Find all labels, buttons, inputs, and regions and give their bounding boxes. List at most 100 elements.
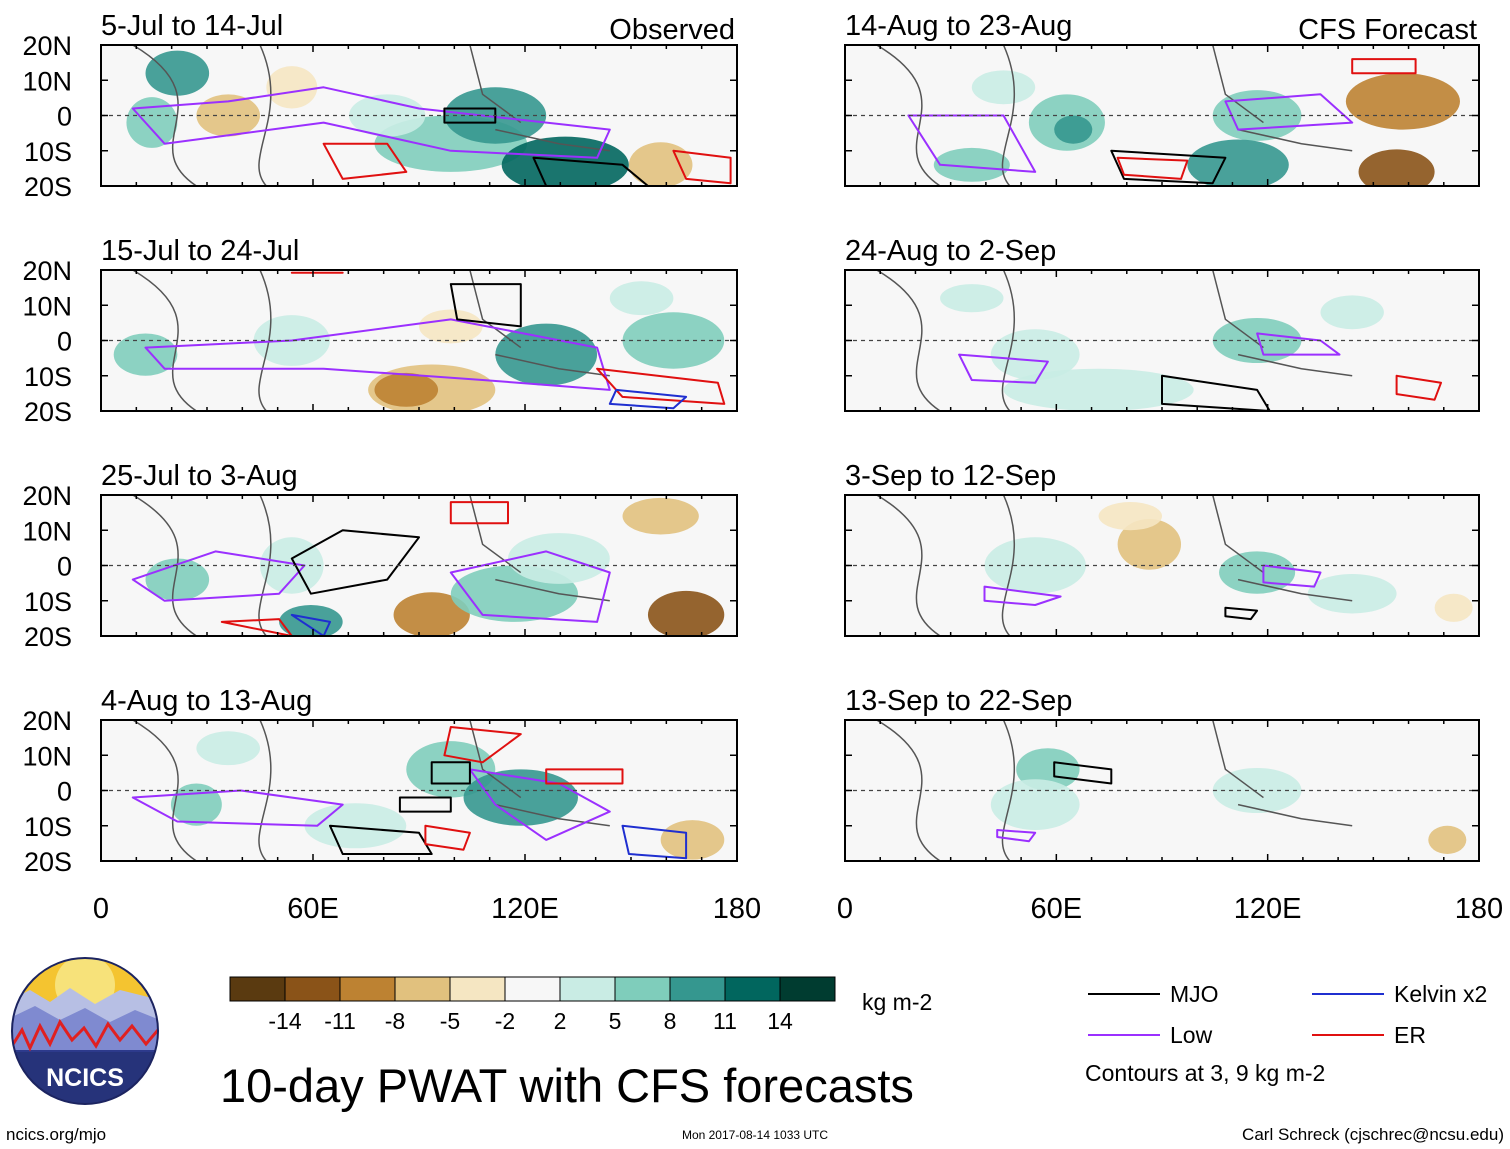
contour <box>131 789 344 827</box>
anomaly-shading <box>1358 149 1435 186</box>
contour <box>449 550 611 623</box>
anomaly-shading <box>279 604 343 636</box>
contour <box>1395 374 1442 401</box>
colorbar-tick-label: 8 <box>664 1008 677 1034</box>
contour <box>449 501 509 525</box>
coastline <box>132 720 197 861</box>
coastline <box>495 578 610 602</box>
coastline <box>1237 803 1353 827</box>
anomaly-shading <box>1219 551 1296 594</box>
coastline <box>469 270 522 349</box>
colorbar-swatch <box>229 976 286 1002</box>
coastline <box>1237 353 1353 377</box>
anomaly-shading <box>1187 139 1289 186</box>
coastline <box>132 45 197 186</box>
anomaly-shading <box>609 281 674 316</box>
contour <box>532 156 649 186</box>
anomaly-shading <box>1212 90 1302 141</box>
anomaly-shading <box>145 50 210 96</box>
panel-tag: Observed <box>609 14 735 46</box>
logo-text: NCICS <box>46 1064 124 1092</box>
anomaly-shading <box>196 94 260 137</box>
y-tick-label: 20S <box>24 847 72 877</box>
coastline <box>876 45 941 186</box>
anomaly-shading <box>1098 502 1163 531</box>
anomaly-shading <box>990 779 1080 830</box>
panel-forecast-2: 24-Aug to 2-Sep <box>844 235 1480 412</box>
coastline <box>1001 720 1015 861</box>
contour <box>983 585 1062 606</box>
contour <box>608 388 688 410</box>
anomaly-shading <box>1307 573 1397 614</box>
anomaly-shading <box>266 66 318 109</box>
y-tick-label: 10S <box>24 137 72 167</box>
contour <box>131 86 611 159</box>
panel-forecast-3: 3-Sep to 12-Sep <box>844 460 1480 637</box>
panel-forecast-4: 13-Sep to 22-Sep <box>844 685 1480 862</box>
colorbar-swatch <box>779 976 836 1002</box>
colorbar-swatch <box>614 976 671 1002</box>
ncics-logo: NCICS <box>11 957 159 1105</box>
colorbar-tick-label: 2 <box>554 1008 567 1034</box>
contour <box>958 353 1049 384</box>
anomaly-shading <box>660 820 725 860</box>
anomaly-shading <box>508 533 610 584</box>
coastline <box>258 270 272 411</box>
anomaly-shading <box>260 537 324 594</box>
colorbar-swatch <box>724 976 781 1002</box>
colorbar-tick-label: -8 <box>385 1008 405 1034</box>
anomaly-shading <box>933 147 1010 182</box>
y-tick-label: 20S <box>24 622 72 652</box>
y-tick-label: 0 <box>57 777 72 807</box>
x-tick-label: 60E <box>287 893 339 925</box>
x-tick-label: 180 <box>1455 893 1503 925</box>
panel-title: 25-Jul to 3-Aug <box>101 460 298 492</box>
anomaly-shading <box>1212 317 1302 364</box>
x-tick-label: 60E <box>1031 893 1083 925</box>
anomaly-shading <box>170 783 222 826</box>
legend-label: Kelvin x2 <box>1394 981 1487 1007</box>
main-title: 10-day PWAT with CFS forecasts <box>220 1059 914 1112</box>
colorbar-swatch <box>559 976 616 1002</box>
colorbar-tick-label: 14 <box>767 1008 793 1034</box>
colorbar-tick-label: -11 <box>324 1008 356 1034</box>
y-tick-label: 20N <box>22 31 72 61</box>
anomaly-shading <box>1428 825 1467 854</box>
contour <box>1351 58 1417 75</box>
coastline <box>469 720 522 799</box>
y-tick-label: 20S <box>24 172 72 202</box>
y-tick-label: 0 <box>57 102 72 132</box>
panel-observed-4: 4-Aug to 13-Aug 20N 10N 0 10S 20S <box>22 685 738 877</box>
anomaly-shading <box>304 803 407 849</box>
anomaly-shading <box>1434 593 1473 622</box>
y-tick-label: 0 <box>57 552 72 582</box>
coastline <box>469 495 522 574</box>
y-tick-label: 20S <box>24 397 72 427</box>
contour <box>449 283 522 328</box>
colorbar-tick-label: 5 <box>609 1008 622 1034</box>
colorbar-swatch <box>284 976 341 1002</box>
x-tick-label: 120E <box>1234 893 1302 925</box>
coastline <box>495 353 610 377</box>
anomaly-shading <box>126 97 178 148</box>
contour <box>131 550 306 602</box>
panel-forecast-1: 14-Aug to 23-Aug CFS Forecast <box>844 10 1480 187</box>
panel-title: 15-Jul to 24-Jul <box>101 235 299 267</box>
anomaly-shading <box>393 592 470 636</box>
coastline <box>495 803 610 827</box>
y-tick-label: 20N <box>22 706 72 736</box>
contour <box>144 318 611 391</box>
legend: MJO Low Kelvin x2 ER <box>1088 981 1487 1048</box>
colorbar-swatch <box>669 976 726 1002</box>
panel-title: 13-Sep to 22-Sep <box>845 685 1072 717</box>
anomaly-shading <box>1320 295 1384 330</box>
coastline <box>1237 128 1353 152</box>
anomaly-shading <box>1054 115 1093 144</box>
colorbar-tick-label: -14 <box>268 1008 301 1034</box>
colorbar-swatch <box>339 976 396 1002</box>
x-tick-label: 0 <box>93 893 109 925</box>
contour <box>545 768 624 785</box>
y-tick-label: 10S <box>24 587 72 617</box>
coastline <box>132 495 197 636</box>
